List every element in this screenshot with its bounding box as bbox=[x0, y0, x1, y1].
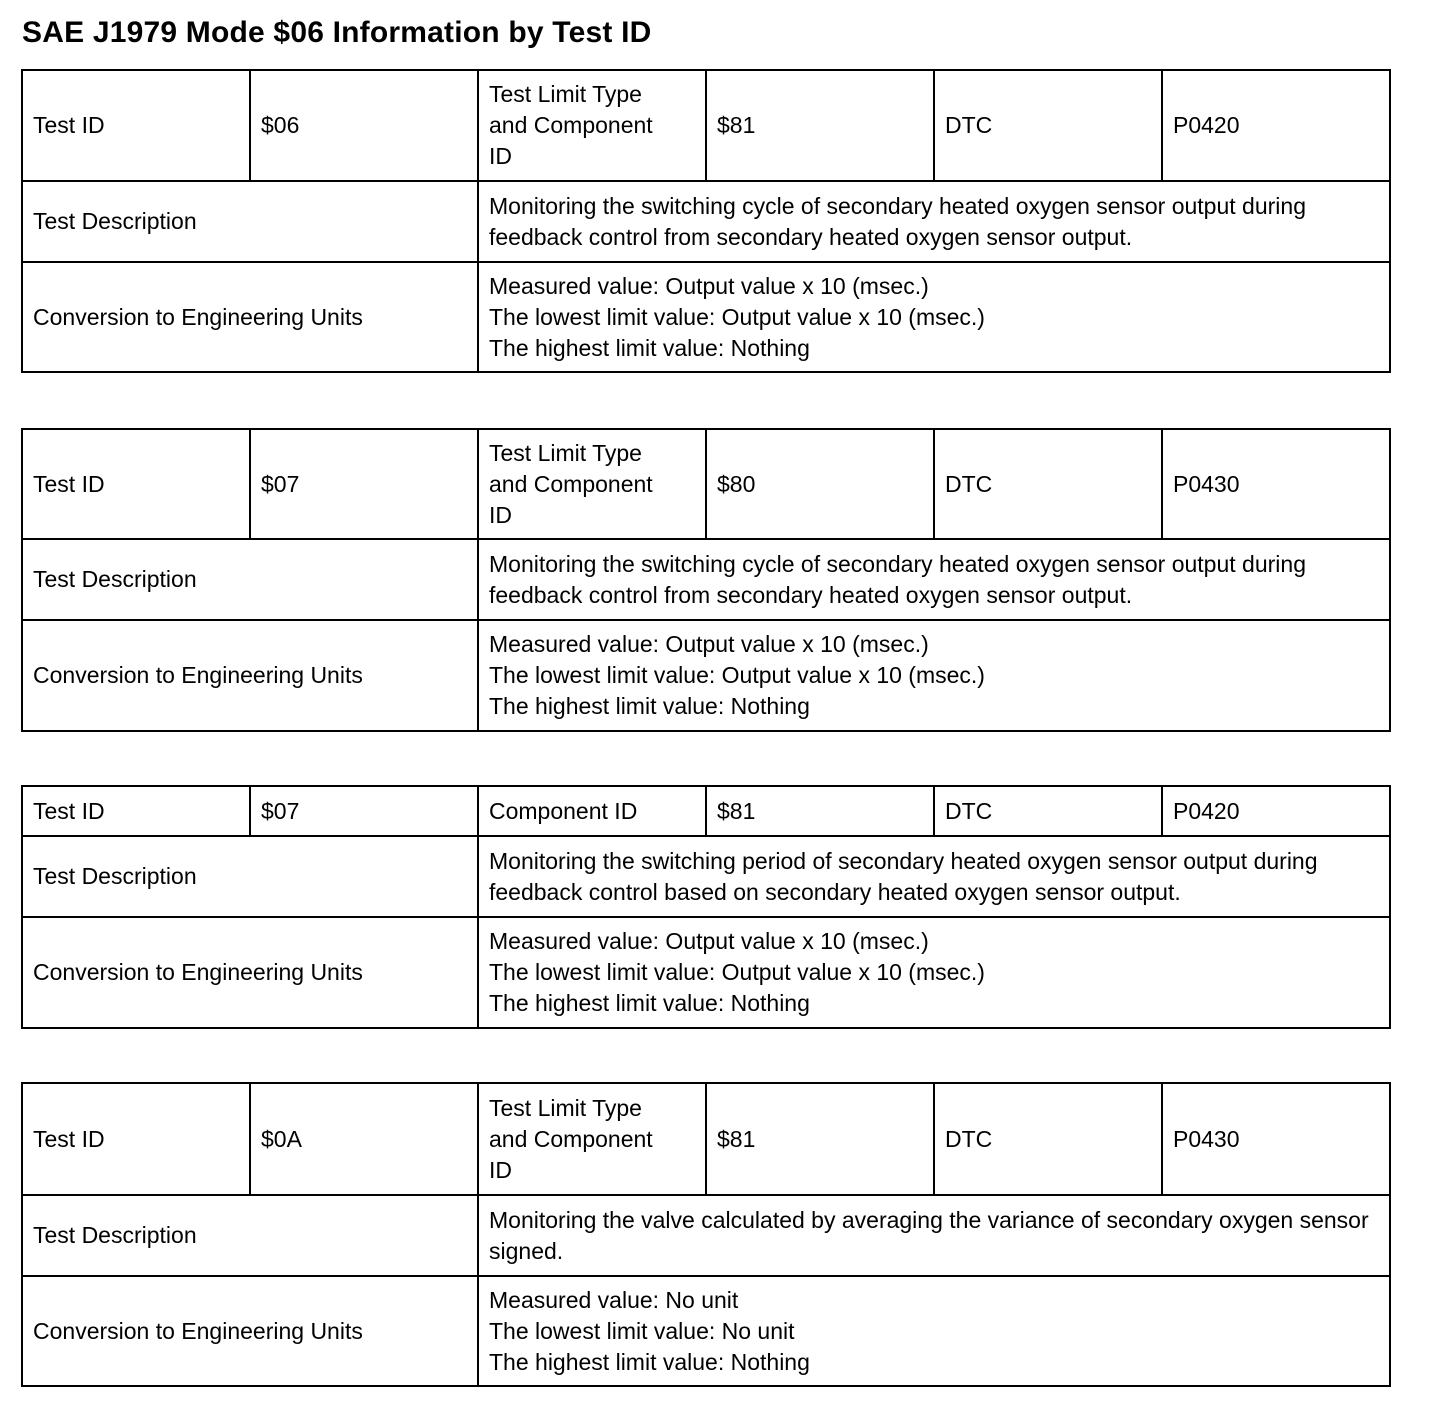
test-id-label-cell: Test ID bbox=[21, 785, 251, 837]
limit-value-cell: $81 bbox=[705, 785, 935, 837]
desc-label-cell: Test Description bbox=[21, 180, 479, 263]
conversion-line: Measured value: Output value x 10 (msec.… bbox=[489, 272, 929, 299]
page-title: SAE J1979 Mode $06 Information by Test I… bbox=[22, 16, 652, 49]
conversion-cell: Measured value: No unit The lowest limit … bbox=[477, 1275, 1391, 1387]
dtc-cell: P0420 bbox=[1161, 69, 1391, 182]
conversion-line: Measured value: Output value x 10 (msec.… bbox=[489, 928, 929, 954]
limit-label-cell: Component ID bbox=[477, 785, 707, 837]
test-id-label-cell: Test ID bbox=[21, 1082, 251, 1196]
mode06-table: Test ID $07 Test Limit Type and Component … bbox=[21, 428, 1391, 732]
conversion-line: The lowest limit value: No unit bbox=[489, 1317, 795, 1344]
conversion-line: The highest limit value: Nothing bbox=[489, 693, 810, 719]
test-id-label-cell: Test ID bbox=[21, 428, 251, 540]
test-id-cell: $0A bbox=[249, 1082, 479, 1196]
conversion-line: Measured value: No unit bbox=[489, 1286, 739, 1313]
dtc-cell: P0430 bbox=[1161, 1082, 1391, 1196]
test-id-cell: $07 bbox=[249, 428, 479, 540]
conversion-cell: Measured value: Output value x 10 (msec.… bbox=[477, 916, 1391, 1029]
dtc-label-cell: DTC bbox=[933, 785, 1163, 837]
conversion-line: Measured value: Output value x 10 (msec.… bbox=[489, 631, 929, 657]
dtc-label-cell: DTC bbox=[933, 428, 1163, 540]
limit-label-cell: Test Limit Type and Component ID bbox=[477, 428, 707, 540]
dtc-label-cell: DTC bbox=[933, 69, 1163, 182]
dtc-cell: P0420 bbox=[1161, 785, 1391, 837]
conversion-line: The lowest limit value: Output value x 1… bbox=[489, 959, 985, 985]
mode06-table: Test ID $07 Component ID $81 DTC P0420 Test D… bbox=[21, 785, 1391, 1029]
test-id-label-cell: Test ID bbox=[21, 69, 251, 182]
limit-value-cell: $81 bbox=[705, 69, 935, 182]
conv-label-cell: Conversion to Engineering Units bbox=[21, 261, 479, 373]
conversion-line: The highest limit value: Nothing bbox=[489, 1348, 810, 1375]
limit-value-cell: $81 bbox=[705, 1082, 935, 1196]
desc-label-cell: Test Description bbox=[21, 538, 479, 621]
conversion-cell: Measured value: Output value x 10 (msec.… bbox=[477, 261, 1391, 373]
dtc-label-cell: DTC bbox=[933, 1082, 1163, 1196]
desc-cell: Monitoring the switching period of secon… bbox=[477, 835, 1391, 918]
desc-cell: Monitoring the valve calculated by avera… bbox=[477, 1194, 1391, 1277]
desc-label-cell: Test Description bbox=[21, 1194, 479, 1277]
test-id-cell: $07 bbox=[249, 785, 479, 837]
mode06-table: Test ID $0A Test Limit Type and Component … bbox=[21, 1082, 1391, 1387]
desc-cell: Monitoring the switching cycle of second… bbox=[477, 180, 1391, 263]
limit-label-cell: Test Limit Type and Component ID bbox=[477, 1082, 707, 1196]
limit-value-cell: $80 bbox=[705, 428, 935, 540]
dtc-cell: P0430 bbox=[1161, 428, 1391, 540]
conversion-line: The lowest limit value: Output value x 1… bbox=[489, 662, 985, 688]
conv-label-cell: Conversion to Engineering Units bbox=[21, 619, 479, 732]
desc-label-cell: Test Description bbox=[21, 835, 479, 918]
mode06-table: Test ID $06 Test Limit Type and Component … bbox=[21, 69, 1391, 373]
conversion-line: The highest limit value: Nothing bbox=[489, 990, 810, 1016]
conv-label-cell: Conversion to Engineering Units bbox=[21, 916, 479, 1029]
conversion-line: The highest limit value: Nothing bbox=[489, 334, 810, 361]
conversion-line: The lowest limit value: Output value x 1… bbox=[489, 303, 985, 330]
conv-label-cell: Conversion to Engineering Units bbox=[21, 1275, 479, 1387]
test-id-cell: $06 bbox=[249, 69, 479, 182]
conversion-cell: Measured value: Output value x 10 (msec.… bbox=[477, 619, 1391, 732]
limit-label-cell: Test Limit Type and Component ID bbox=[477, 69, 707, 182]
desc-cell: Monitoring the switching cycle of second… bbox=[477, 538, 1391, 621]
